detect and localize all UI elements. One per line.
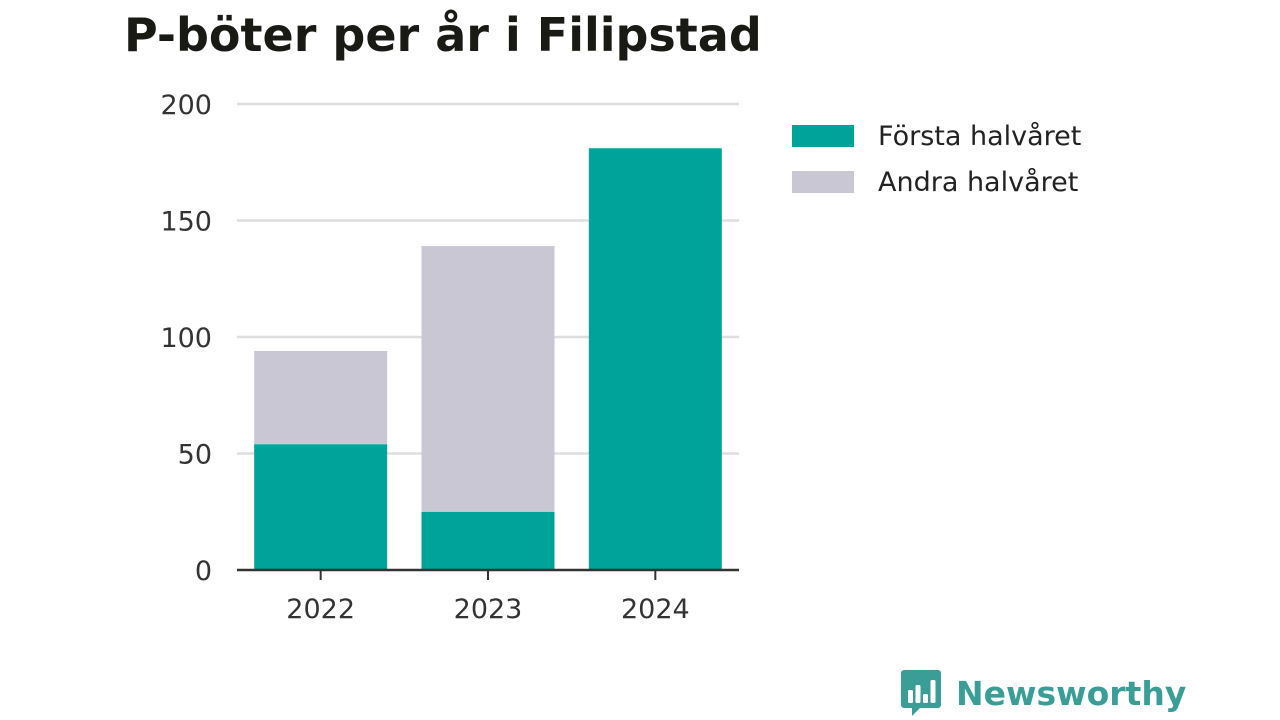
legend-item-first-half: Första halvåret xyxy=(792,113,1081,159)
bar-chart-speech-icon xyxy=(901,670,941,716)
brand-name: Newsworthy xyxy=(956,673,1187,713)
bar-2023-series-0 xyxy=(421,511,555,570)
legend-item-second-half: Andra halvåret xyxy=(792,159,1081,205)
legend: Första halvåret Andra halvåret xyxy=(792,113,1081,205)
legend-swatch-second-half xyxy=(792,171,854,193)
x-tick-label-2023: 2023 xyxy=(454,594,523,625)
y-tick-label-200: 200 xyxy=(160,90,212,121)
y-tick-label-50: 50 xyxy=(178,440,212,471)
y-tick-label-100: 100 xyxy=(160,323,212,354)
legend-label-first-half: Första halvåret xyxy=(878,120,1082,152)
x-tick-label-2022: 2022 xyxy=(286,594,355,625)
bar-2024-series-0 xyxy=(588,148,722,570)
chart-title: P-böter per år i Filipstad xyxy=(124,8,762,62)
y-tick-label-0: 0 xyxy=(195,556,212,587)
y-tick-label-150: 150 xyxy=(160,207,212,238)
bar-2022-series-0 xyxy=(254,444,388,570)
x-tick-label-2024: 2024 xyxy=(621,594,690,625)
bar-2022-series-1 xyxy=(254,350,388,445)
legend-swatch-first-half xyxy=(792,125,854,147)
bar-2023-series-1 xyxy=(421,246,555,512)
newsworthy-logo: Newsworthy xyxy=(900,668,1186,718)
legend-label-second-half: Andra halvåret xyxy=(878,166,1079,198)
